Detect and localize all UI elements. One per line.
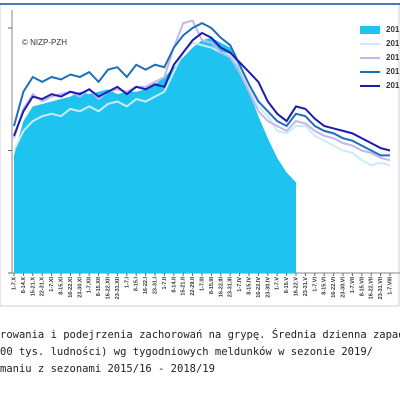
x-tick-label: 1-7.VIII: [387, 277, 393, 295]
x-tick-label: 23-30.VI: [340, 277, 346, 298]
x-tick-label: 8-15.III: [209, 277, 215, 295]
legend-label: 201: [386, 39, 400, 48]
x-tick-label: 1-7.I: [124, 277, 130, 288]
x-tick-label: 1-7.VI: [312, 277, 318, 292]
legend-label: 201: [386, 67, 400, 76]
x-tick-label: 23-31.I: [152, 277, 158, 295]
x-tick-label: 8-15.V: [284, 277, 290, 294]
caption-line: maniu z sezonami 2015/16 - 2018/19: [0, 363, 215, 375]
x-tick-label: 15-21.X: [30, 277, 36, 297]
line: [13, 31, 391, 152]
x-tick-label: 1-7.XII: [87, 277, 93, 294]
x-tick-label: 8-14.X: [21, 277, 27, 294]
x-tick-label: 1-7.V: [275, 277, 281, 290]
copyright: © NIZP-PZH: [22, 38, 67, 47]
x-tick-label: 16-22.V: [293, 277, 299, 297]
area: [14, 37, 296, 273]
line: [13, 21, 390, 157]
legend-label: 201: [386, 53, 400, 62]
caption-line: rowania i podejrzenia zachorowań na gryp…: [0, 328, 400, 341]
x-tick-label: 16-22.IV: [256, 277, 262, 298]
x-tick-label: 16-22.VI: [331, 277, 337, 298]
x-tick-label: 16-22.VII: [369, 277, 375, 300]
x-tick-label: 8-15.IV: [246, 277, 252, 295]
x-tick-label: 23-31.III: [228, 277, 234, 298]
x-tick-label: 8-15.XI: [58, 277, 64, 295]
x-tick-label: 1-7.XI: [49, 277, 55, 292]
x-tick-label: 8-14.II: [171, 277, 177, 293]
x-tick-label: 23-30.IV: [265, 277, 271, 298]
x-tick-label: 16-22.I: [143, 277, 149, 295]
x-tick-label: 23-31.XII: [115, 277, 121, 300]
x-tick-label: 16-22.XII: [105, 277, 111, 300]
line: [13, 19, 391, 162]
x-tick-label: 1-7.VII: [350, 277, 356, 294]
x-tick-label: 16-22.XI: [68, 277, 74, 298]
x-tick-label: 8-15.VI: [322, 277, 328, 295]
x-tick-label: 1-7.IV: [237, 277, 243, 292]
x-tick-label: 22-29.II: [190, 277, 196, 296]
legend-label: 201: [386, 25, 400, 34]
x-tick-label: 1-7.III: [199, 277, 205, 292]
x-tick-label: 23-31.V: [303, 277, 309, 297]
x-tick-label: 16-22.III: [218, 277, 224, 298]
x-tick-label: 1-7.II: [162, 277, 168, 290]
legend-label: 201: [386, 81, 400, 90]
x-tick-label: 8-15.XII: [96, 277, 102, 297]
x-tick-label: 23-31.VII: [378, 277, 384, 300]
x-tick-label: 8-15.VII: [359, 277, 365, 297]
caption-line: 00 tys. ludności) wg tygodniowych meldun…: [0, 346, 373, 358]
x-tick-label: 1-7.X: [11, 277, 17, 290]
line: [13, 41, 391, 167]
legend-swatch: [360, 26, 380, 34]
x-tick-label: 15-21.II: [181, 277, 187, 296]
x-tick-label: 8-15.I: [134, 277, 140, 292]
x-tick-label: 22-31.X: [40, 277, 46, 297]
x-tick-label: 23-30.XI: [77, 277, 83, 298]
